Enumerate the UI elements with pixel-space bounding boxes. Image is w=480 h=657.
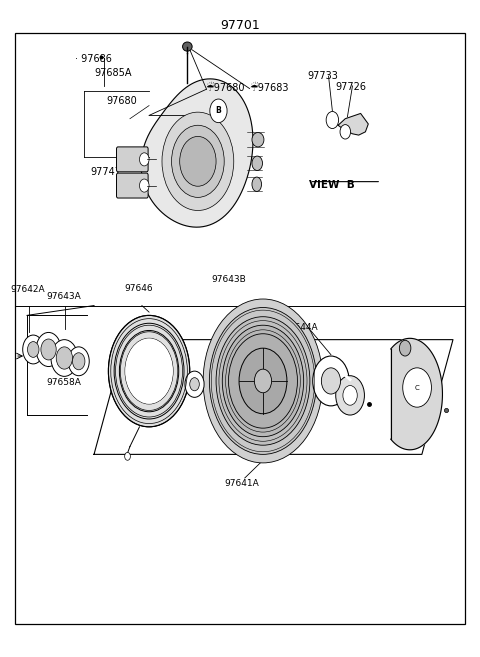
Circle shape (56, 347, 72, 369)
Text: B: B (216, 106, 221, 116)
Text: 97642A: 97642A (10, 284, 45, 294)
Ellipse shape (252, 177, 262, 191)
Circle shape (203, 299, 323, 463)
Text: · 97686: · 97686 (75, 55, 112, 64)
Ellipse shape (182, 42, 192, 51)
Ellipse shape (252, 133, 264, 147)
Polygon shape (391, 338, 443, 450)
Text: 97701: 97701 (220, 19, 260, 32)
Circle shape (27, 342, 39, 357)
Circle shape (36, 332, 61, 367)
Circle shape (41, 339, 56, 360)
Circle shape (140, 179, 149, 192)
Circle shape (162, 112, 234, 210)
Text: 97726: 97726 (336, 82, 367, 92)
Circle shape (313, 356, 349, 406)
Circle shape (216, 317, 310, 445)
FancyBboxPatch shape (117, 147, 148, 172)
Text: 97646: 97646 (124, 284, 153, 293)
Circle shape (72, 353, 85, 370)
Circle shape (326, 112, 338, 129)
Text: 97733: 97733 (307, 71, 338, 81)
Circle shape (190, 378, 199, 391)
Text: 97685A: 97685A (94, 68, 132, 78)
Circle shape (210, 99, 227, 123)
Polygon shape (141, 79, 253, 227)
Text: 97643B: 97643B (211, 275, 246, 284)
FancyBboxPatch shape (117, 173, 148, 198)
Circle shape (125, 453, 131, 461)
Text: 97658A: 97658A (46, 378, 81, 388)
Text: 97643A: 97643A (46, 292, 81, 301)
Text: ☔97680: ☔97680 (205, 83, 245, 93)
Circle shape (180, 137, 216, 186)
Text: 97747: 97747 (91, 168, 121, 177)
Circle shape (340, 125, 350, 139)
Circle shape (209, 307, 317, 455)
Bar (15, 34, 465, 623)
Text: 97644A: 97644A (283, 323, 318, 332)
Circle shape (322, 368, 340, 394)
Circle shape (125, 338, 173, 404)
Circle shape (23, 335, 44, 364)
Circle shape (222, 325, 304, 437)
Circle shape (336, 376, 364, 415)
Circle shape (403, 368, 432, 407)
Polygon shape (338, 114, 368, 135)
Circle shape (254, 369, 272, 393)
Text: C: C (415, 384, 420, 390)
Circle shape (108, 315, 190, 427)
Text: ☔97683: ☔97683 (250, 83, 289, 93)
Text: 97680: 97680 (106, 96, 137, 106)
Text: 97641A: 97641A (225, 480, 259, 488)
Ellipse shape (252, 156, 263, 171)
Circle shape (228, 334, 298, 428)
Text: VIEW  B: VIEW B (310, 180, 355, 191)
Circle shape (171, 125, 224, 197)
Circle shape (68, 347, 89, 376)
Circle shape (343, 386, 357, 405)
Circle shape (239, 348, 287, 414)
Circle shape (51, 340, 78, 376)
Circle shape (399, 340, 411, 356)
Circle shape (140, 153, 149, 166)
Circle shape (185, 371, 204, 397)
